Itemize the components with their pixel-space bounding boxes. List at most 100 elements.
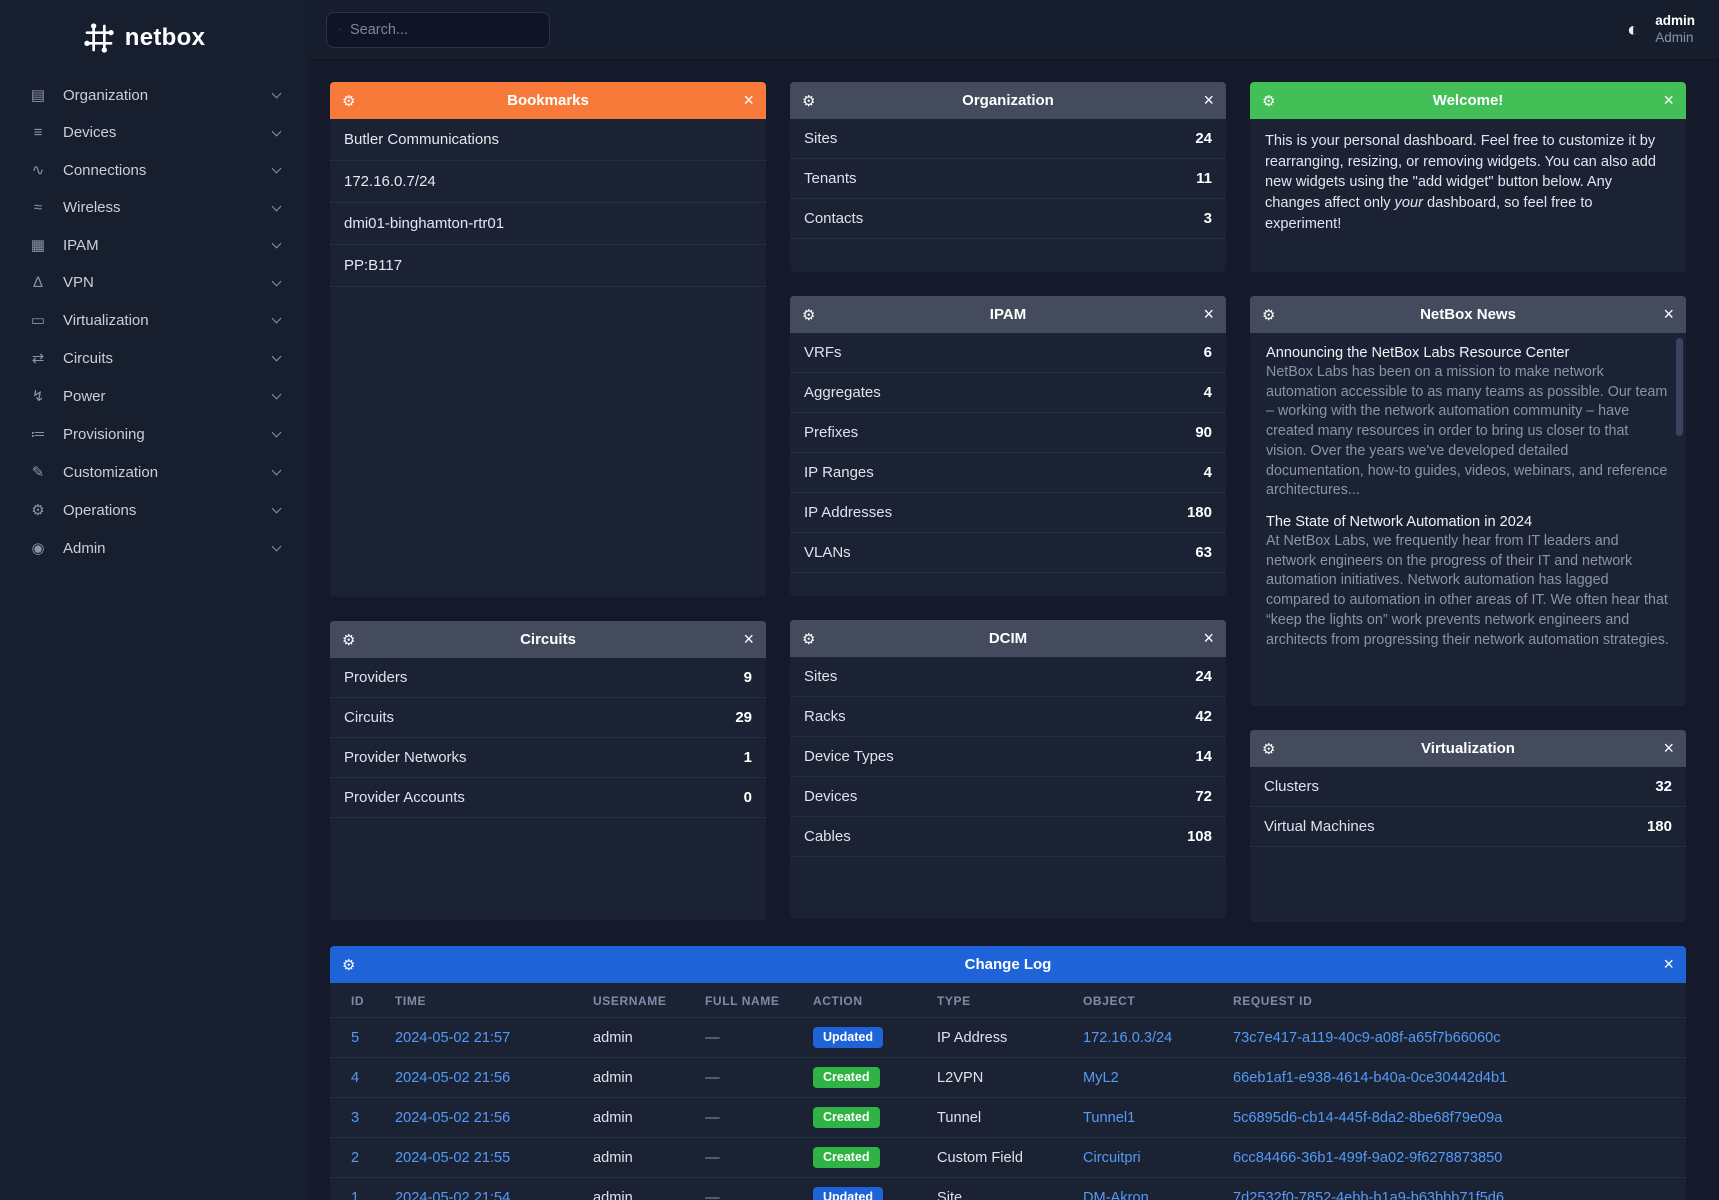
stat-row-prefixes[interactable]: Prefixes 90 — [790, 413, 1226, 453]
stat-row-vlans[interactable]: VLANs 63 — [790, 533, 1226, 573]
stat-row-circuits[interactable]: Circuits 29 — [330, 698, 766, 738]
stat-row-providers[interactable]: Providers 9 — [330, 658, 766, 698]
sidebar-item-virtualization[interactable]: ▭ Virtualization — [0, 301, 308, 339]
stat-row-clusters[interactable]: Clusters 32 — [1250, 767, 1686, 807]
stat-value: 24 — [1195, 668, 1212, 685]
changelog-time-link[interactable]: 2024-05-02 21:54 — [395, 1189, 511, 1200]
widget-settings-icon[interactable]: ⚙ — [342, 956, 356, 974]
sidebar-item-wireless[interactable]: ≈ Wireless — [0, 189, 308, 226]
stat-row-vrfs[interactable]: VRFs 6 — [790, 333, 1226, 373]
widget-title: Change Log — [964, 956, 1052, 973]
widget-settings-icon[interactable]: ⚙ — [342, 92, 356, 110]
changelog-id-link[interactable]: 2 — [351, 1149, 360, 1166]
widget-settings-icon[interactable]: ⚙ — [1262, 306, 1276, 324]
col-header-request-id: REQUEST ID — [1233, 994, 1313, 1008]
sidebar-item-ipam[interactable]: ▦ IPAM — [0, 226, 308, 264]
search-input[interactable] — [350, 21, 537, 38]
news-article-title[interactable]: The State of Network Automation in 2024 — [1266, 514, 1533, 531]
action-badge: Created — [813, 1107, 880, 1128]
col-header-type: TYPE — [937, 994, 971, 1008]
stat-row-aggregates[interactable]: Aggregates 4 — [790, 373, 1226, 413]
stat-row-ip-ranges[interactable]: IP Ranges 4 — [790, 453, 1226, 493]
sidebar-item-organization[interactable]: ▤ Organization — [0, 76, 308, 114]
changelog-id-link[interactable]: 3 — [351, 1109, 360, 1126]
widget-settings-icon[interactable]: ⚙ — [802, 630, 816, 648]
stat-row-cables[interactable]: Cables 108 — [790, 817, 1226, 857]
chevron-down-icon — [271, 126, 282, 136]
stat-row-device-types[interactable]: Device Types 14 — [790, 737, 1226, 777]
widget-close-icon[interactable]: × — [1203, 304, 1214, 324]
widget-close-icon[interactable]: × — [1663, 90, 1674, 110]
sidebar-item-devices[interactable]: ≡ Devices — [0, 114, 308, 151]
widget-settings-icon[interactable]: ⚙ — [802, 92, 816, 110]
stat-row-sites[interactable]: Sites 24 — [790, 119, 1226, 159]
stat-row-sites[interactable]: Sites 24 — [790, 657, 1226, 697]
changelog-request-link[interactable]: 6cc84466-36b1-499f-9a02-9f6278873850 — [1233, 1149, 1503, 1166]
changelog-id-link[interactable]: 1 — [351, 1189, 360, 1200]
stat-row-contacts[interactable]: Contacts 3 — [790, 199, 1226, 239]
chevron-down-icon — [271, 389, 282, 400]
stat-row-provider-accounts[interactable]: Provider Accounts 0 — [330, 778, 766, 818]
widget-close-icon[interactable]: × — [1203, 90, 1214, 110]
news-article-title[interactable]: Announcing the NetBox Labs Resource Cent… — [1266, 345, 1570, 361]
stat-row-tenants[interactable]: Tenants 11 — [790, 159, 1226, 199]
stat-value: 0 — [743, 789, 752, 806]
sidebar-item-label: Virtualization — [63, 311, 149, 329]
netbox-logo[interactable]: netbox — [0, 14, 308, 76]
changelog-time-link[interactable]: 2024-05-02 21:56 — [395, 1069, 511, 1086]
widget-close-icon[interactable]: × — [1203, 628, 1214, 648]
sidebar-item-operations[interactable]: ⚙ Operations — [0, 491, 308, 529]
chevron-down-icon — [271, 163, 282, 174]
widget-close-icon[interactable]: × — [743, 90, 754, 110]
search-box[interactable] — [326, 11, 550, 48]
widget-settings-icon[interactable]: ⚙ — [1262, 740, 1276, 758]
theme-toggle-icon[interactable]: ◐ — [1627, 18, 1640, 41]
widget-settings-icon[interactable]: ⚙ — [802, 306, 816, 324]
changelog-id-link[interactable]: 4 — [351, 1069, 360, 1086]
widget-title: Organization — [962, 92, 1054, 109]
changelog-request-link[interactable]: 66eb1af1-e938-4614-b40a-0ce30442d4b1 — [1233, 1069, 1508, 1086]
sidebar-item-connections[interactable]: ∿ Connections — [0, 151, 308, 189]
changelog-id-link[interactable]: 5 — [351, 1029, 360, 1046]
changelog-request-link[interactable]: 73c7e417-a119-40c9-a08f-a65f7b66060c — [1233, 1029, 1501, 1046]
bookmark-item[interactable]: Butler Communications — [330, 119, 766, 161]
changelog-object-link[interactable]: MyL2 — [1083, 1069, 1119, 1086]
sidebar-item-vpn[interactable]: ∆ VPN — [0, 264, 308, 301]
bookmark-item[interactable]: 172.16.0.7/24 — [330, 161, 766, 203]
sidebar-item-circuits[interactable]: ⇄ Circuits — [0, 339, 308, 377]
stat-row-provider-networks[interactable]: Provider Networks 1 — [330, 738, 766, 778]
stat-row-racks[interactable]: Racks 42 — [790, 697, 1226, 737]
stat-value: 29 — [735, 709, 752, 726]
bookmark-item[interactable]: dmi01-binghamton-rtr01 — [330, 203, 766, 245]
widget-settings-icon[interactable]: ⚙ — [1262, 92, 1276, 110]
widget-close-icon[interactable]: × — [1663, 738, 1674, 758]
changelog-object-link[interactable]: 172.16.0.3/24 — [1083, 1029, 1173, 1046]
stat-label: Virtual Machines — [1264, 818, 1375, 835]
sidebar-item-customization[interactable]: ✎ Customization — [0, 453, 308, 491]
changelog-type: Custom Field — [937, 1149, 1023, 1166]
changelog-request-link[interactable]: 7d2532f0-7852-4ebb-b1a9-b63bbb71f5d6 — [1233, 1189, 1505, 1200]
changelog-time-link[interactable]: 2024-05-02 21:57 — [395, 1029, 511, 1046]
dcim-widget: ⚙ DCIM × Sites 24 Racks 42 Device Types 14 … — [790, 620, 1226, 919]
changelog-object-link[interactable]: Tunnel1 — [1083, 1109, 1136, 1126]
widget-close-icon[interactable]: × — [1663, 954, 1674, 974]
widget-close-icon[interactable]: × — [743, 629, 754, 649]
changelog-request-link[interactable]: 5c6895d6-cb14-445f-8da2-8be68f79e09a — [1233, 1109, 1503, 1126]
stat-row-ip-addresses[interactable]: IP Addresses 180 — [790, 493, 1226, 533]
changelog-time-link[interactable]: 2024-05-02 21:56 — [395, 1109, 511, 1126]
widget-settings-icon[interactable]: ⚙ — [342, 631, 356, 649]
sidebar-item-provisioning[interactable]: ≔ Provisioning — [0, 415, 308, 453]
stat-row-virtual-machines[interactable]: Virtual Machines 180 — [1250, 807, 1686, 847]
widget-close-icon[interactable]: × — [1663, 304, 1674, 324]
sidebar-item-admin[interactable]: ◉ Admin — [0, 529, 308, 567]
user-menu[interactable]: admin Admin — [1655, 13, 1695, 47]
changelog-object-link[interactable]: DM-Akron — [1083, 1189, 1149, 1200]
changelog-time-link[interactable]: 2024-05-02 21:55 — [395, 1149, 511, 1166]
scrollbar-thumb[interactable] — [1676, 338, 1683, 436]
sidebar-item-power[interactable]: ↯ Power — [0, 377, 308, 415]
users-icon: ◉ — [31, 540, 45, 557]
bookmark-item[interactable]: PP:B117 — [330, 245, 766, 287]
changelog-row: 5 2024-05-02 21:57 admin — Updated IP Ad… — [330, 1017, 1686, 1057]
changelog-object-link[interactable]: Circuitpri — [1083, 1149, 1141, 1166]
stat-row-devices[interactable]: Devices 72 — [790, 777, 1226, 817]
